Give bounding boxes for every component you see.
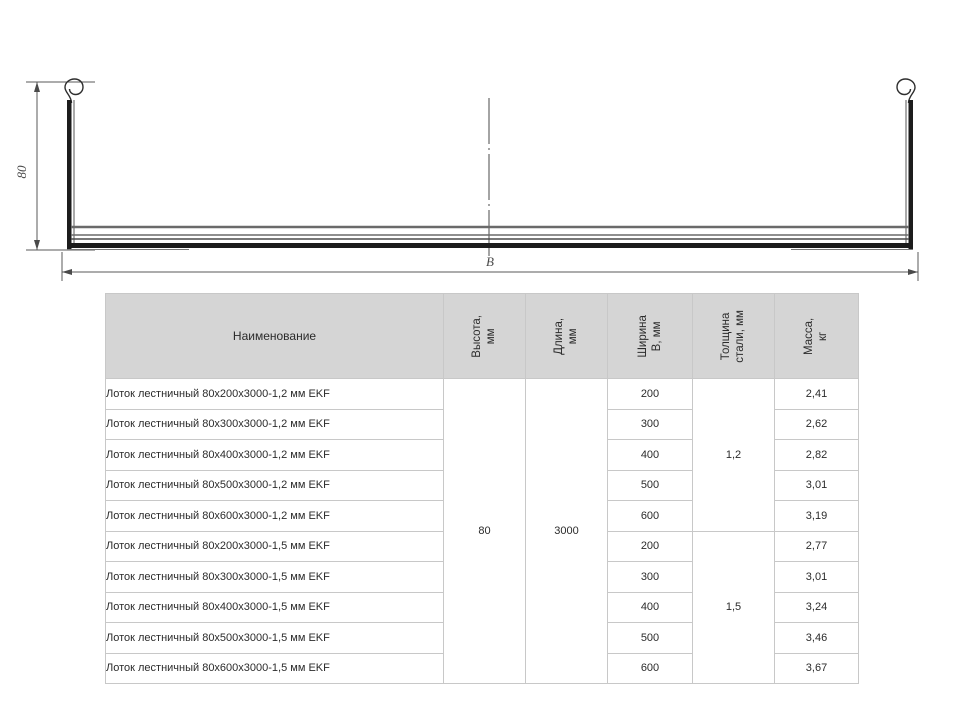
table-row[interactable]: Лоток лестничный 80х400х3000-1,5 мм EKF 4… [105,591,859,623]
cell-product-name: Лоток лестничный 80х200х3000-1,2 мм EKF [105,378,444,410]
table-row[interactable]: Лоток лестничный 80х200х3000-1,2 мм EKF 8… [105,378,859,684]
height-dimension-label: 80 [14,165,29,179]
column-header-width-label: Ширина B, мм [636,314,663,358]
cell-mass: 2,62 [774,408,859,440]
cell-mass: 3,19 [774,500,859,532]
cell-mass: 3,01 [774,469,859,501]
column-header-steel-thickness-label: Толщина стали, мм [720,309,747,363]
table-body: Лоток лестничный 80х200х3000-1,2 мм EKF 8… [105,378,859,684]
cell-product-name: Лоток лестничный 80х500х3000-1,2 мм EKF [105,469,444,501]
cell-width: 200 [607,378,693,410]
cell-mass: 2,41 [774,378,859,410]
table-row[interactable]: Лоток лестничный 80х500х3000-1,5 мм EKF 5… [105,622,859,654]
cell-steel-thickness-merged: 1,5 [692,530,775,684]
cell-mass: 2,82 [774,439,859,471]
cell-product-name: Лоток лестничный 80х600х3000-1,5 мм EKF [105,652,444,684]
column-header-width: Ширина B, мм [607,293,693,379]
cell-width: 400 [607,591,693,623]
cell-product-name: Лоток лестничный 80х200х3000-1,5 мм EKF [105,530,444,562]
specification-table: Наименование Высота, мм Длина, мм Ширина… [105,293,859,684]
column-header-length-label: Длина, мм [553,317,580,355]
cell-length-merged: 3000 [525,378,608,684]
cell-width: 300 [607,561,693,593]
cell-width: 400 [607,439,693,471]
column-header-height: Высота, мм [443,293,526,379]
extension-lines [26,81,919,281]
column-header-steel-thickness: Толщина стали, мм [692,293,775,379]
technical-drawing: 80 B [0,0,960,290]
table-row[interactable]: Лоток лестничный 80х600х3000-1,5 мм EKF 6… [105,652,859,684]
cell-product-name: Лоток лестничный 80х600х3000-1,2 мм EKF [105,500,444,532]
table-row[interactable]: Лоток лестничный 80х300х3000-1,2 мм EKF 3… [105,408,859,440]
cell-width: 200 [607,530,693,562]
specification-table-container: Наименование Высота, мм Длина, мм Ширина… [105,293,859,684]
cell-mass: 3,24 [774,591,859,623]
cell-product-name: Лоток лестничный 80х400х3000-1,2 мм EKF [105,439,444,471]
cell-product-name: Лоток лестничный 80х300х3000-1,2 мм EKF [105,408,444,440]
left-side-rail [64,78,189,250]
cell-mass: 3,67 [774,652,859,684]
cell-product-name: Лоток лестничный 80х300х3000-1,5 мм EKF [105,561,444,593]
right-side-rail [791,78,916,250]
height-dimension: 80 [14,82,40,250]
table-row[interactable]: Лоток лестничный 80х300х3000-1,5 мм EKF 3… [105,561,859,593]
table-row[interactable]: Лоток лестничный 80х500х3000-1,2 мм EKF 5… [105,469,859,501]
tray-base-panel [71,225,909,248]
cell-product-name: Лоток лестничный 80х400х3000-1,5 мм EKF [105,591,444,623]
column-header-mass-label: Масса, кг [803,317,830,355]
table-row[interactable]: Лоток лестничный 80х600х3000-1,2 мм EKF 6… [105,500,859,532]
cell-width: 500 [607,622,693,654]
cell-width: 500 [607,469,693,501]
cell-height-merged: 80 [443,378,526,684]
cell-mass: 3,46 [774,622,859,654]
column-header-length: Длина, мм [525,293,608,379]
column-header-height-label: Высота, мм [471,314,498,358]
table-header: Наименование Высота, мм Длина, мм Ширина… [105,293,859,379]
cell-steel-thickness-merged: 1,2 [692,378,775,532]
cell-mass: 3,01 [774,561,859,593]
cell-product-name: Лоток лестничный 80х500х3000-1,5 мм EKF [105,622,444,654]
width-dimension: B [62,254,918,275]
column-header-name: Наименование [105,293,444,379]
table-header-row: Наименование Высота, мм Длина, мм Ширина… [105,293,859,379]
column-header-mass: Масса, кг [774,293,859,379]
cell-width: 300 [607,408,693,440]
cell-mass: 2,77 [774,530,859,562]
cable-tray-cross-section-svg: 80 B [14,78,919,281]
cell-width: 600 [607,652,693,684]
cell-width: 600 [607,500,693,532]
width-dimension-label: B [486,254,494,269]
